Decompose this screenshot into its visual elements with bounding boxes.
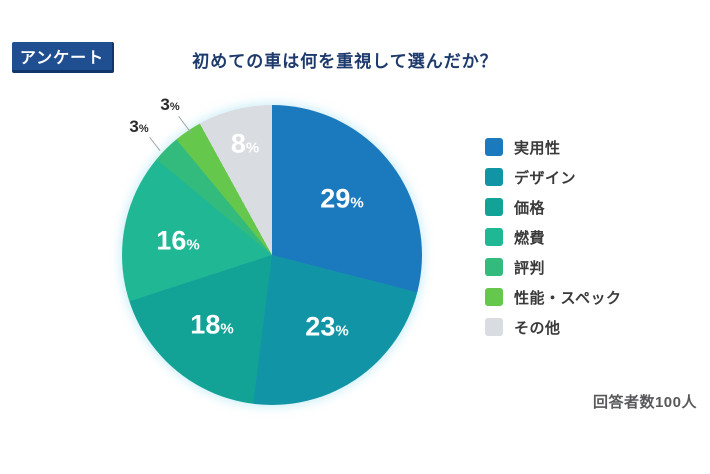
pie-value-label-fuel: 16% [156,225,200,256]
legend-item-practicality: 実用性 [485,132,621,162]
legend-item-design: デザイン [485,162,621,192]
survey-badge-label: アンケート [19,50,105,67]
pie-unit-reputation: % [138,123,149,135]
pie-value-label-practicality: 29% [320,183,364,214]
legend-label-spec: 性能・スペック [514,289,622,307]
pie-value-label-spec: 3% [160,96,179,114]
legend-item-fuel: 燃費 [485,222,621,252]
legend-label-fuel: 燃費 [514,229,546,247]
legend-item-price: 価格 [485,192,621,222]
pie-value-label-price: 18% [190,309,234,340]
chart-title: 初めての車は何を重視して選んだか？ [192,52,498,71]
pie-value-label-design: 23% [305,311,349,342]
respondents-note: 回答者数100人 [592,394,697,411]
legend-item-spec: 性能・スペック [485,282,621,312]
pie-value-spec: 3 [160,95,170,114]
pie-value-price: 18 [190,309,221,340]
pie-unit-spec: % [169,101,180,113]
pie-value-other: 8 [230,128,246,159]
pie-value-label-reputation: 3% [129,118,148,136]
pie-value-practicality: 29 [320,183,351,214]
pie-unit-practicality: % [350,194,364,212]
pie-value-fuel: 16 [156,225,187,256]
survey-badge: アンケート [12,42,114,73]
legend-label-reputation: 評判 [514,259,546,277]
legend-swatch-spec [485,288,503,306]
legend-swatch-other [485,318,503,336]
legend-swatch-price [485,198,503,216]
pie-unit-fuel: % [186,236,200,254]
legend-swatch-design [485,168,503,186]
pie-value-design: 23 [305,311,336,342]
legend-label-other: その他 [514,319,561,337]
legend-swatch-reputation [485,258,503,276]
legend-label-price: 価格 [514,199,546,217]
pie-chart: 29% 23% 18% 16% 8% [122,105,422,405]
legend-label-practicality: 実用性 [514,139,561,157]
pie-value-reputation: 3 [129,117,139,136]
legend-item-reputation: 評判 [485,252,621,282]
legend-swatch-practicality [485,138,503,156]
legend-label-design: デザイン [514,169,577,187]
pie-graphic [122,105,422,405]
pie-unit-design: % [335,322,349,340]
pie-unit-other: % [245,139,260,157]
pie-value-label-other: 8% [230,128,260,159]
chart-legend: 実用性 デザイン 価格 燃費 評判 性能・スペック その他 [485,132,621,342]
pie-unit-price: % [220,320,234,338]
legend-swatch-fuel [485,228,503,246]
legend-item-other: その他 [485,312,621,342]
